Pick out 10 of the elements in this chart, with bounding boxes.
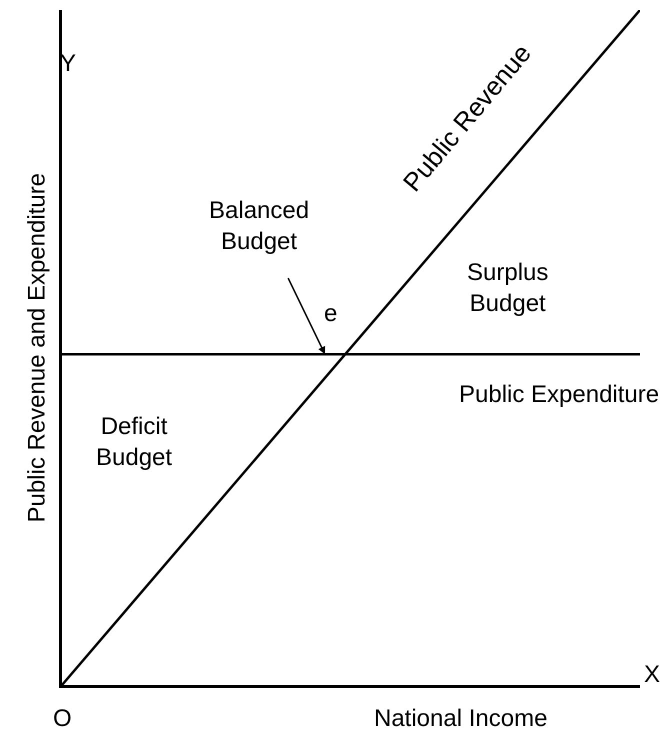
annotation: Surplus Budget [467, 259, 548, 318]
annotation: Balanced Budget [209, 197, 310, 256]
x-axis-title: National Income [374, 705, 548, 732]
annotation: Y [60, 50, 76, 77]
series-label: Public Expenditure [459, 381, 660, 408]
y-axis-title: Public Revenue and Expenditure [24, 172, 51, 523]
text: O [53, 705, 72, 732]
annotation: Deficit Budget [96, 413, 172, 472]
annotation: e [324, 300, 338, 327]
annotation: X [644, 661, 660, 688]
